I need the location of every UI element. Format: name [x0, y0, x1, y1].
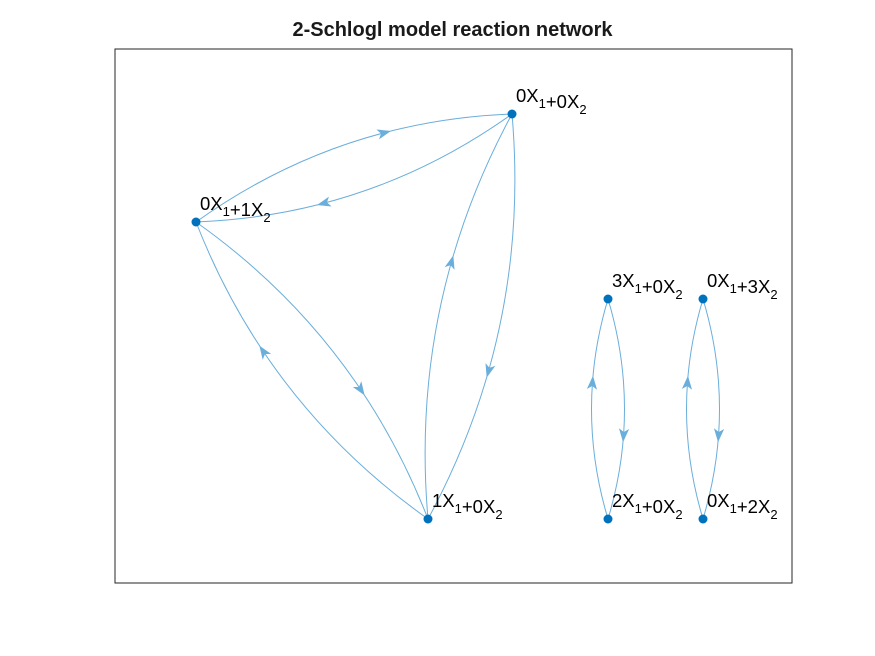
node-n02	[698, 514, 708, 524]
nodes-layer	[191, 109, 708, 524]
arrowhead-n03-n02	[713, 428, 725, 443]
edge-n03-n02	[702, 298, 720, 520]
edge-n30-n20	[607, 298, 625, 520]
arrowhead-n02-n03	[681, 375, 693, 390]
edge-n10-n01	[195, 221, 429, 520]
edge-n20-n30	[591, 298, 609, 520]
edge-n02-n03	[686, 298, 704, 520]
diagram-title: 2-Schlogl model reaction network	[292, 19, 613, 41]
node-label-n20: 2X1+0X2	[612, 490, 683, 522]
edge-n01-n10	[195, 221, 429, 520]
arrowhead-n01-n00	[376, 129, 391, 140]
node-n30	[603, 294, 613, 304]
arrowhead-n20-n30	[586, 375, 598, 390]
arrowhead-n30-n20	[618, 428, 630, 443]
node-label-n30: 3X1+0X2	[612, 270, 683, 302]
labels-layer: 0X1+0X2 0X1+1X2 1X1+0X2 3X1+0X2 2X1+0X2 0X1+3…	[200, 85, 778, 522]
node-label-n03: 0X1+3X2	[707, 270, 778, 302]
axes-box	[114, 48, 793, 584]
arrowhead-n00-n10	[485, 363, 496, 378]
node-n10	[423, 514, 433, 524]
node-n01	[191, 217, 201, 227]
arrowhead-n10-n00	[444, 255, 455, 270]
node-label-n10: 1X1+0X2	[432, 490, 503, 522]
arrowhead-n00-n01	[317, 196, 332, 207]
node-label-n00: 0X1+0X2	[516, 85, 587, 117]
edge-n01-n00	[195, 113, 513, 223]
edge-n00-n01	[195, 113, 513, 223]
edge-n00-n10	[427, 113, 516, 520]
node-n03	[698, 294, 708, 304]
edges-layer	[195, 113, 725, 520]
node-label-n02: 0X1+2X2	[707, 490, 778, 522]
node-n00	[507, 109, 517, 119]
arrowhead-n10-n01	[259, 345, 272, 360]
node-label-n01: 0X1+1X2	[200, 193, 271, 225]
edge-n10-n00	[424, 113, 513, 520]
node-n20	[603, 514, 613, 524]
arrowhead-n01-n10	[352, 381, 365, 396]
